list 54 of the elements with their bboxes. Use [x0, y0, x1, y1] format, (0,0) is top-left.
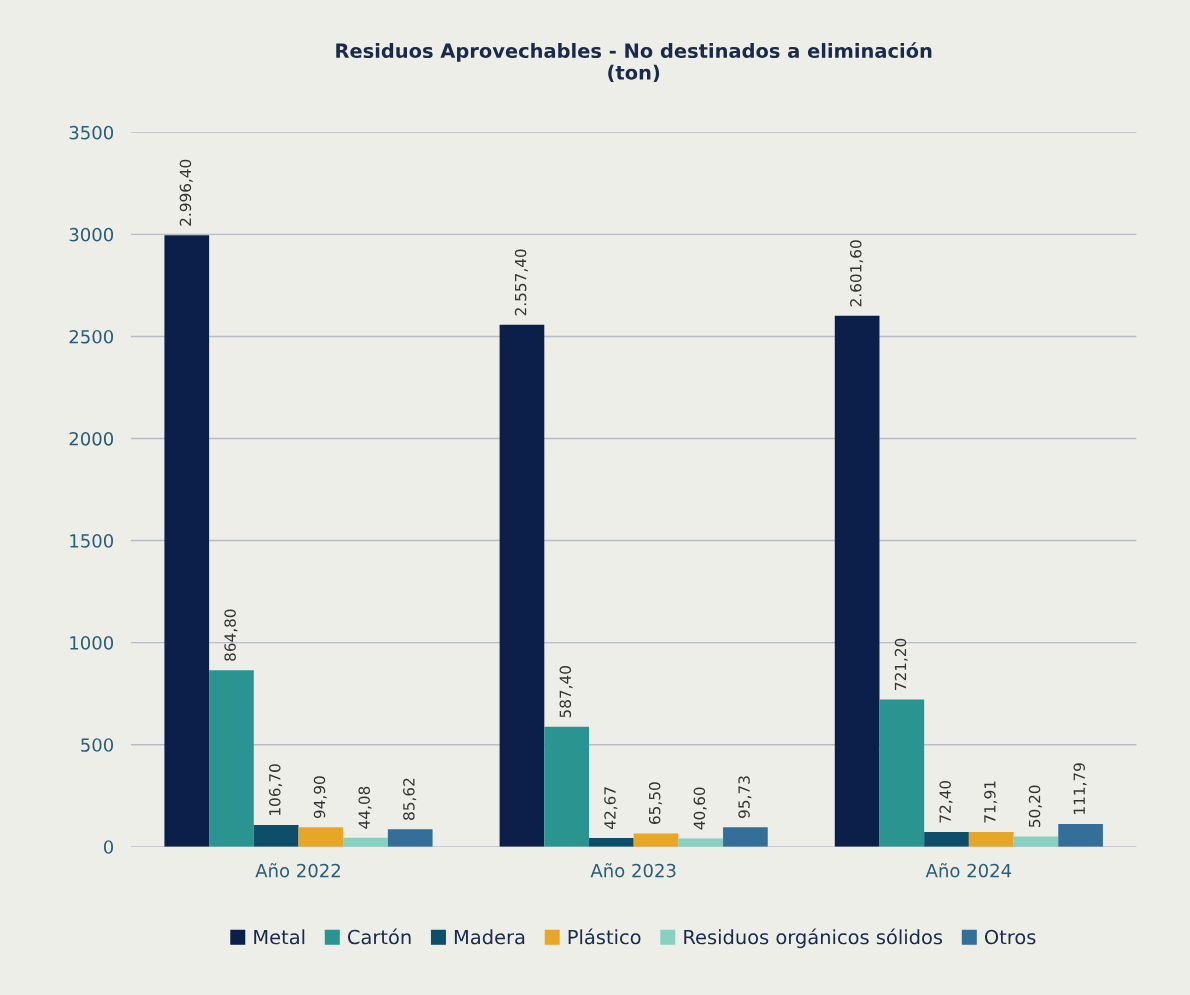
- legend-label: Plástico: [568, 928, 641, 945]
- data-label: 50,20: [1028, 785, 1042, 827]
- bar: [1058, 823, 1103, 847]
- data-label: 95,73: [738, 776, 752, 818]
- y-tick-label: 1500: [70, 534, 114, 548]
- data-label: 65,50: [648, 782, 663, 824]
- data-label: 71,91: [984, 781, 998, 823]
- chart-title: Residuos Aprovechables - No destinados a eliminación (ton): [336, 42, 932, 83]
- y-tick-label: 1000: [70, 636, 114, 650]
- y-tick-label: 500: [81, 738, 114, 752]
- data-label: 94,90: [313, 776, 327, 819]
- y-tick-label: 3500: [69, 125, 114, 140]
- bar: [253, 824, 299, 847]
- x-tick-label: Año 2022: [255, 863, 340, 878]
- legend-label: Cartón: [347, 928, 411, 945]
- data-label: 44,08: [358, 786, 372, 829]
- x-tick-label: Año 2024: [925, 863, 1012, 878]
- bar: [633, 833, 679, 847]
- data-label: 587,40: [559, 666, 573, 718]
- bar: [209, 670, 254, 847]
- data-label: 111,79: [1073, 763, 1087, 814]
- legend-label: Residuos orgánicos sólidos: [684, 928, 943, 949]
- bar: [544, 726, 589, 847]
- data-label: 864,80: [224, 609, 238, 661]
- bar: [723, 827, 768, 847]
- data-label: 721,20: [894, 638, 908, 690]
- bar: [834, 315, 880, 847]
- bar: [387, 829, 433, 847]
- y-tick-label: 2000: [69, 431, 114, 446]
- bar: [879, 699, 925, 847]
- bar: [1013, 836, 1059, 847]
- y-tick-label: 2500: [69, 329, 114, 344]
- data-label: 2.557,40: [514, 249, 528, 316]
- bar: [678, 838, 724, 847]
- bar: [298, 827, 344, 847]
- y-tick-label: 3000: [69, 227, 114, 242]
- y-tick-label: 0: [103, 840, 114, 854]
- data-label: 106,70: [269, 764, 283, 815]
- legend-label: Madera: [454, 929, 525, 945]
- data-label: 2.601,60: [850, 240, 864, 307]
- bar: [924, 831, 969, 847]
- data-label: 40,60: [693, 787, 707, 830]
- bar: [968, 832, 1014, 847]
- bar: [343, 837, 388, 847]
- bar: [588, 838, 634, 847]
- legend-label: Otros: [984, 929, 1036, 945]
- legend-label: Metal: [254, 929, 305, 945]
- x-tick-label: Año 2023: [590, 863, 676, 878]
- bar: [499, 324, 545, 847]
- data-label: 42,67: [604, 787, 618, 829]
- data-label: 2.996,40: [179, 159, 193, 226]
- bar: [164, 235, 210, 847]
- data-label: 72,40: [939, 780, 953, 823]
- data-label: 85,62: [403, 778, 417, 820]
